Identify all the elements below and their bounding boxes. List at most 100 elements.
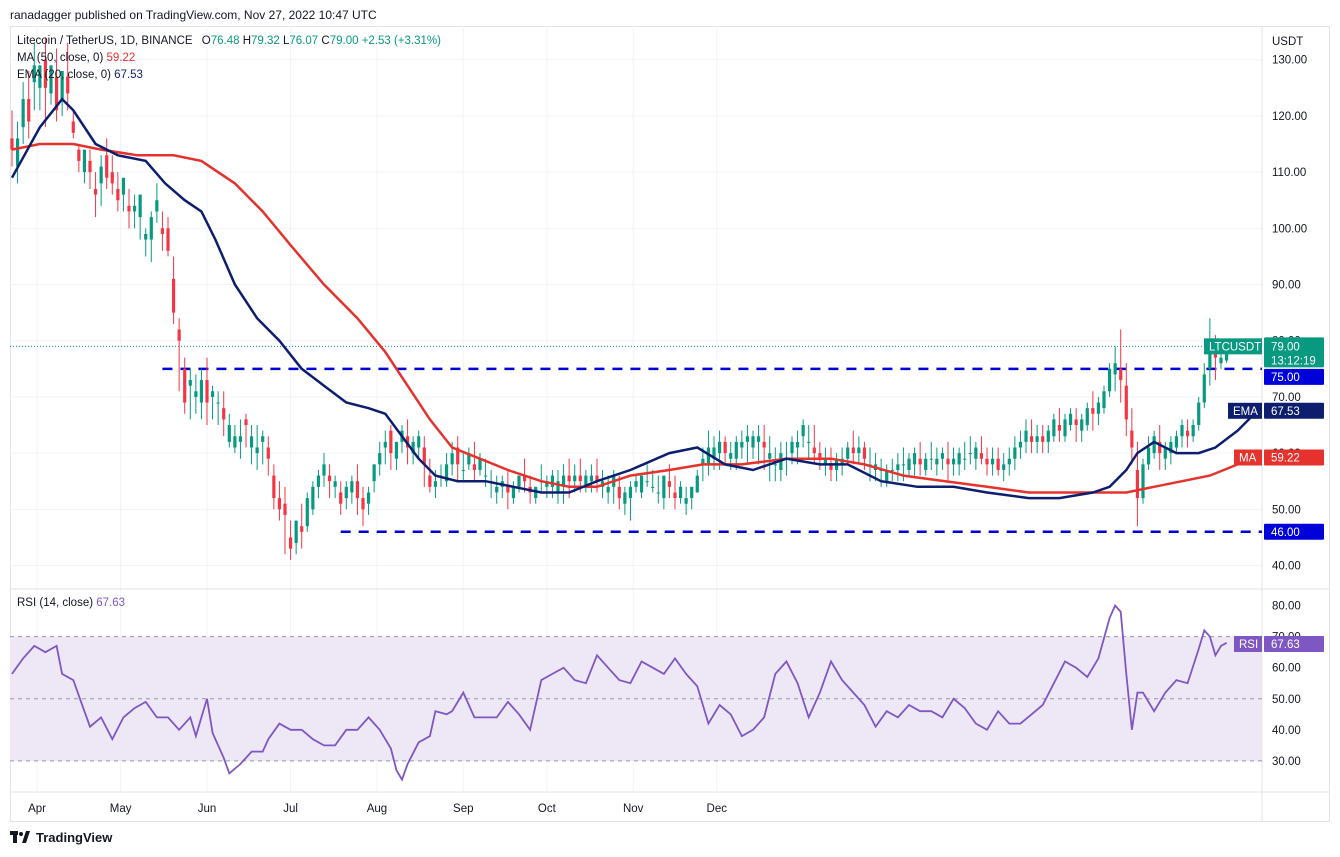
x-tick-label: Apr bbox=[28, 803, 46, 815]
legend-change: +2.53 (+3.31%) bbox=[361, 35, 441, 47]
candle-body bbox=[222, 408, 226, 420]
candle-body bbox=[996, 458, 1000, 470]
candle-body bbox=[578, 475, 582, 482]
price-tag-bg bbox=[1264, 337, 1324, 368]
candle-body bbox=[82, 149, 87, 173]
candle-body bbox=[918, 458, 922, 465]
legend-rsi-value: 67.63 bbox=[96, 597, 126, 609]
candle-body bbox=[272, 475, 276, 499]
candle-body bbox=[322, 464, 326, 476]
currency-label: USDT bbox=[1272, 36, 1303, 48]
legend-close-label: C bbox=[321, 35, 330, 47]
candle-body bbox=[712, 447, 716, 459]
candle-body bbox=[199, 380, 204, 403]
publisher-credit: ranadagger published on TradingView.com,… bbox=[10, 8, 377, 22]
candle-body bbox=[495, 486, 499, 493]
candle-body bbox=[651, 486, 655, 488]
candle-body bbox=[745, 436, 750, 442]
price-tag-countdown: 13:12:19 bbox=[1271, 355, 1316, 367]
candle-body bbox=[255, 447, 259, 454]
candle-body bbox=[372, 464, 376, 482]
candle-body bbox=[1180, 425, 1184, 437]
candle-body bbox=[929, 458, 933, 460]
candle-body bbox=[194, 391, 198, 397]
candle-body bbox=[249, 436, 254, 448]
candle-body bbox=[1080, 419, 1084, 431]
candle-body bbox=[467, 453, 471, 465]
candle-body bbox=[522, 475, 527, 482]
candle-body bbox=[851, 447, 855, 454]
x-tick-label: Dec bbox=[707, 803, 728, 815]
candle-body bbox=[550, 475, 555, 487]
candle-body bbox=[355, 481, 360, 499]
candle-body bbox=[567, 475, 571, 482]
candle-body bbox=[717, 441, 722, 454]
candle-body bbox=[985, 458, 989, 465]
candle-body bbox=[294, 520, 298, 544]
candle-body bbox=[701, 458, 705, 465]
candle-body bbox=[21, 99, 25, 128]
candle-body bbox=[935, 458, 939, 465]
candle-body bbox=[138, 194, 142, 218]
candle-body bbox=[951, 458, 956, 465]
candle-body bbox=[1119, 368, 1123, 381]
candle-body bbox=[288, 537, 293, 549]
candle-body bbox=[1208, 351, 1212, 369]
x-tick-label: Aug bbox=[367, 803, 387, 815]
candle-body bbox=[940, 453, 945, 459]
candle-body bbox=[1063, 419, 1067, 437]
candle-body bbox=[110, 172, 114, 184]
candle-body bbox=[1068, 413, 1073, 426]
legend-rsi-row[interactable]: RSI (14, close) 67.63 bbox=[17, 595, 125, 611]
symbol-tag-bg bbox=[1204, 338, 1262, 355]
candle-body bbox=[422, 447, 426, 465]
candle-body bbox=[456, 447, 460, 465]
legend-ema-row[interactable]: EMA (20, close, 0) 67.53 bbox=[17, 67, 143, 83]
candle-body bbox=[49, 65, 53, 94]
y-tick-label: 120.00 bbox=[1272, 111, 1307, 123]
candle-body bbox=[66, 76, 70, 94]
legend-ma-value: 59.22 bbox=[106, 52, 136, 64]
tradingview-logo[interactable]: TradingView bbox=[10, 830, 112, 845]
x-tick-label: Jun bbox=[198, 803, 217, 815]
candle-body bbox=[1135, 469, 1140, 499]
tradingview-brand: TradingView bbox=[36, 830, 113, 845]
candle-body bbox=[32, 65, 36, 83]
legend-ma-row[interactable]: MA (50, close, 0) 59.22 bbox=[17, 50, 135, 66]
candle-body bbox=[690, 486, 694, 499]
candle-body bbox=[645, 481, 649, 483]
candle-body bbox=[979, 453, 984, 459]
candle-body bbox=[617, 486, 621, 499]
candle-body bbox=[968, 453, 972, 455]
candle-body bbox=[1035, 436, 1039, 442]
candle-body bbox=[662, 475, 666, 499]
ma-tag-bg bbox=[1264, 449, 1324, 466]
candle-body bbox=[389, 430, 393, 454]
candle-body bbox=[790, 441, 794, 454]
candle-body bbox=[461, 469, 465, 471]
candle-body bbox=[729, 453, 733, 459]
legend-high-label: H bbox=[242, 35, 252, 47]
candle-body bbox=[1191, 425, 1195, 437]
candle-body bbox=[127, 205, 131, 212]
candle-body bbox=[907, 458, 911, 470]
candle-body bbox=[472, 464, 477, 470]
candle-body bbox=[517, 475, 521, 487]
candle-body bbox=[311, 486, 315, 510]
candle-body bbox=[478, 458, 482, 470]
candle-body bbox=[801, 425, 805, 437]
candle-body bbox=[762, 441, 766, 448]
candle-body bbox=[233, 436, 237, 448]
candle-body bbox=[1169, 441, 1173, 454]
candle-body bbox=[846, 447, 850, 459]
ema-line bbox=[10, 97, 1256, 500]
candle-body bbox=[606, 486, 610, 493]
legend-open-label: O bbox=[201, 35, 211, 47]
candle-body bbox=[768, 453, 772, 459]
candle-body bbox=[506, 486, 510, 493]
y-tick-label: 50.00 bbox=[1272, 504, 1301, 516]
candle-body bbox=[305, 498, 309, 527]
candle-body bbox=[595, 475, 599, 482]
candle-body bbox=[216, 402, 220, 404]
